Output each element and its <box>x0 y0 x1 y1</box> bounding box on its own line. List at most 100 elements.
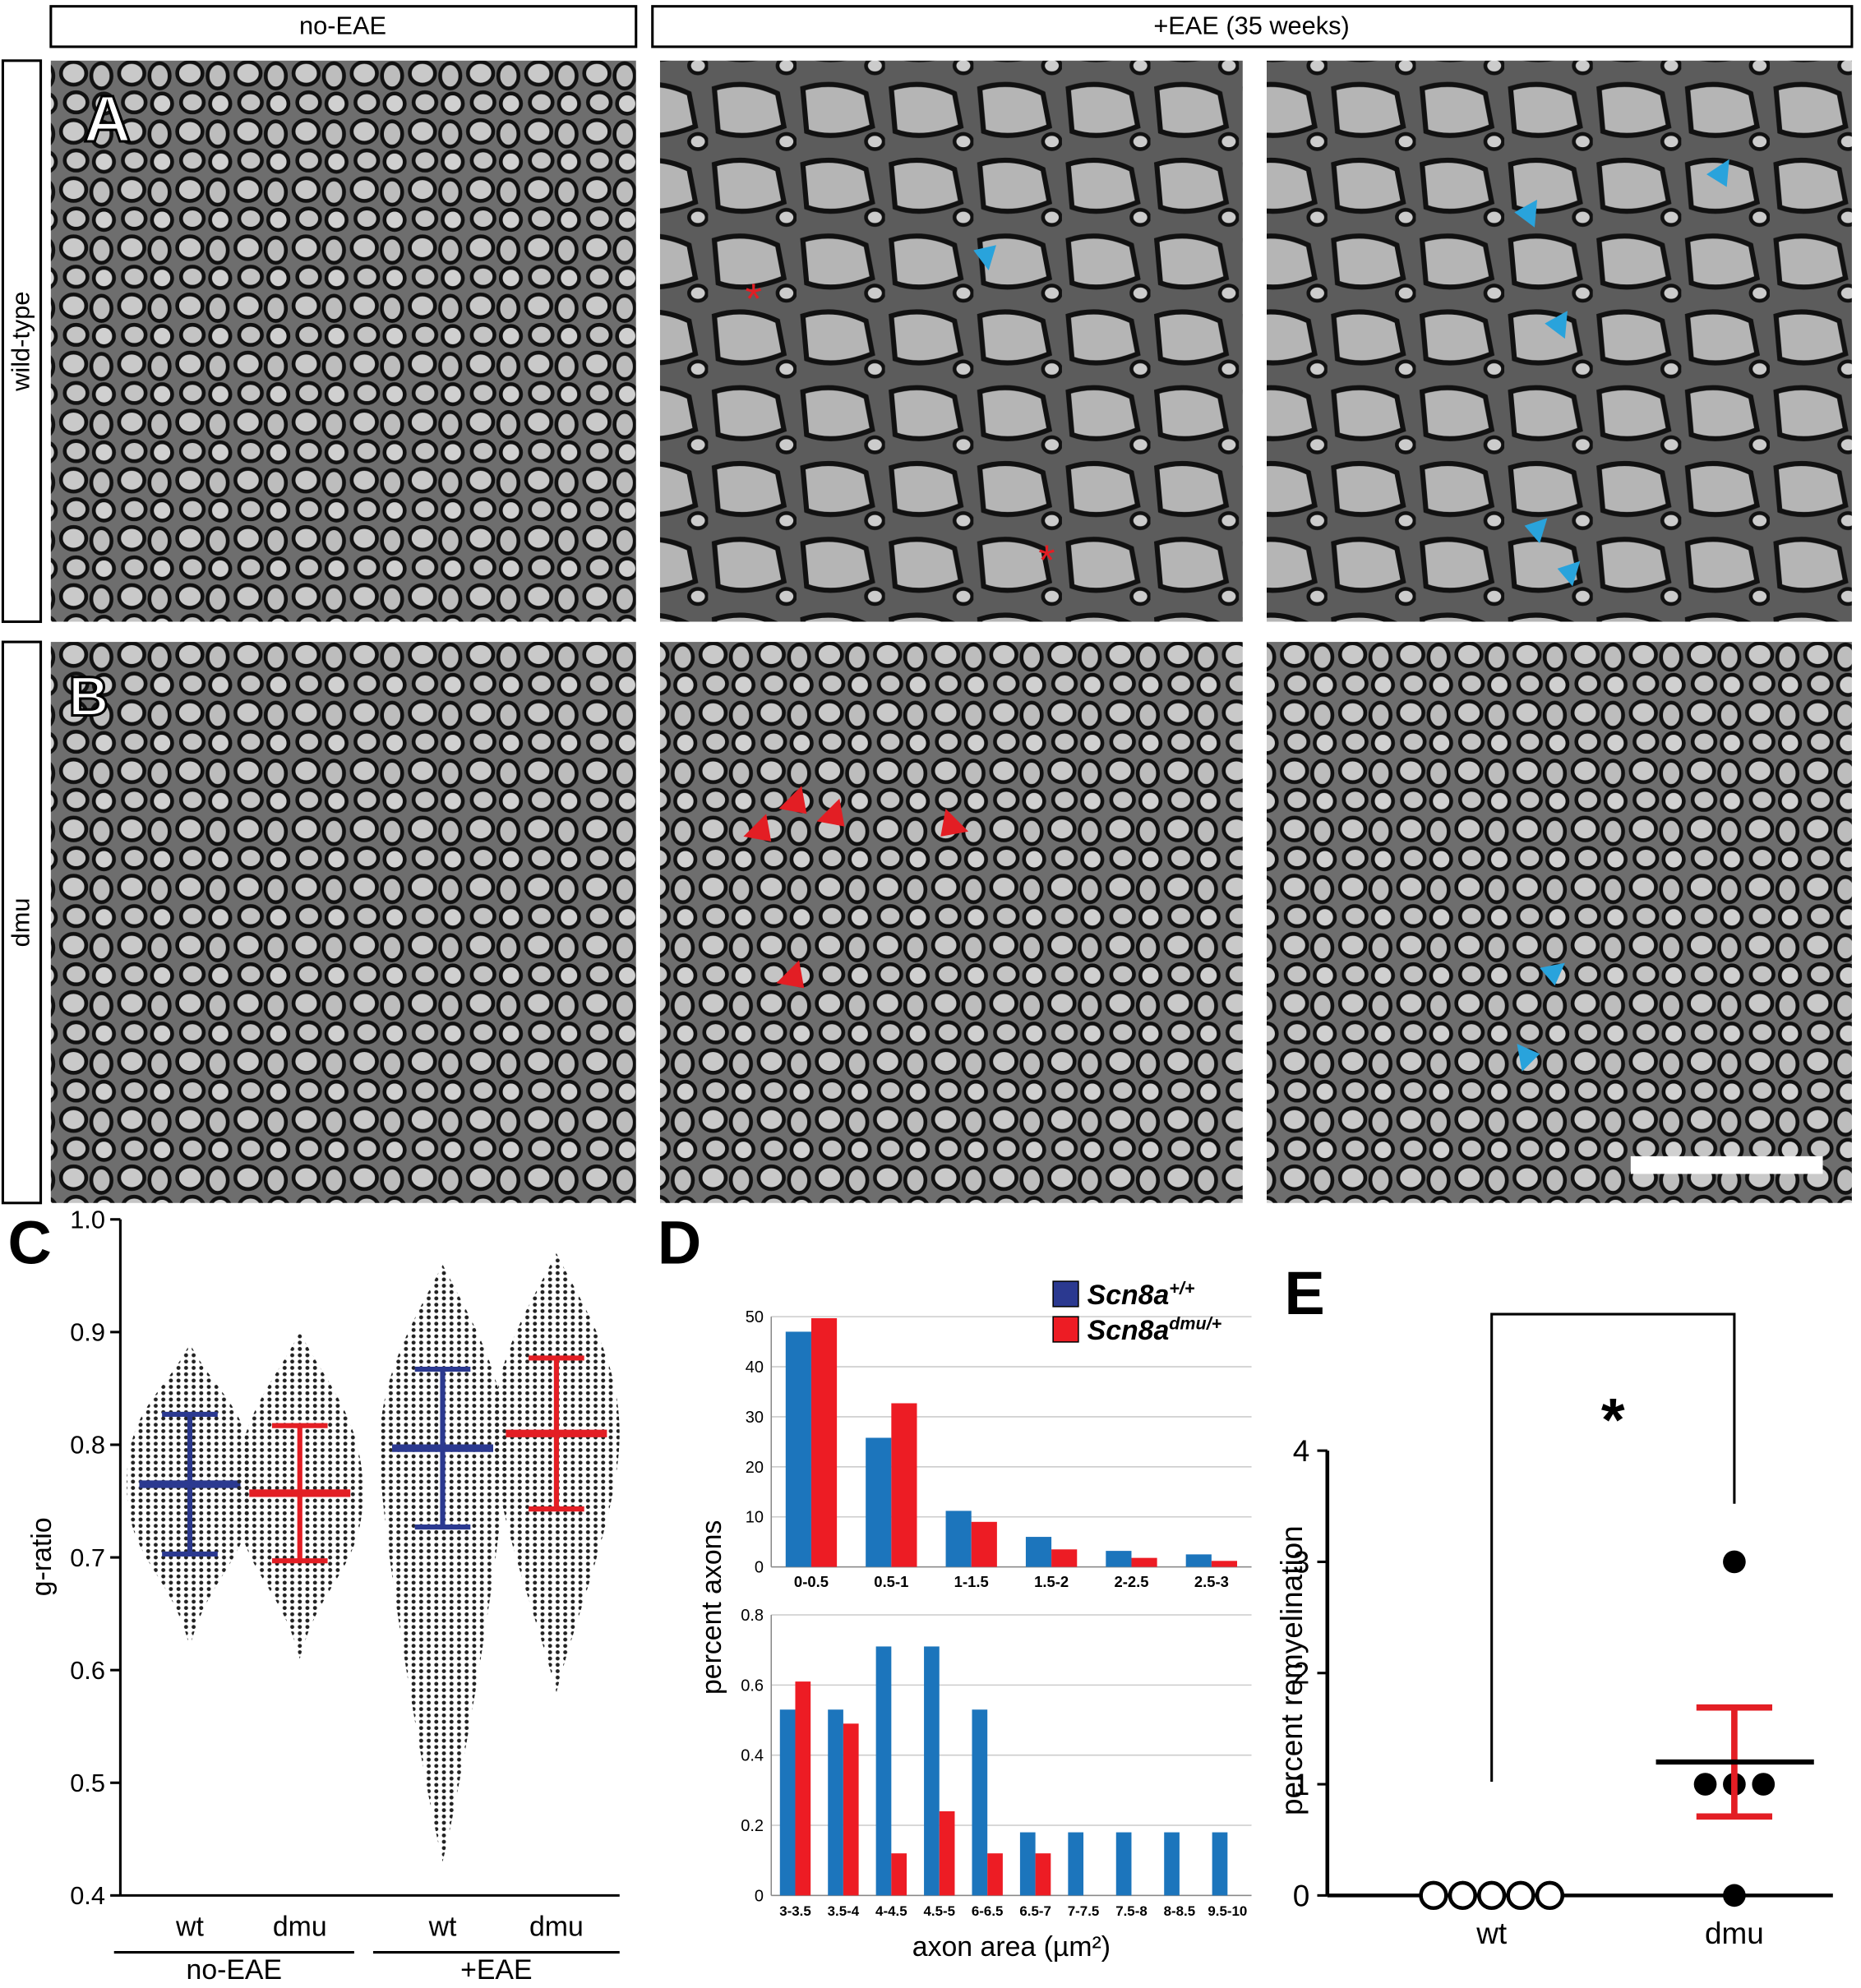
bar <box>1164 1832 1180 1896</box>
x-tick-label: 3.5-4 <box>828 1903 860 1919</box>
x-tick-label: dmu <box>529 1912 584 1943</box>
row-box <box>1 640 43 1205</box>
bar <box>1035 1853 1051 1896</box>
y-tick-label: 20 <box>746 1459 764 1477</box>
micrographs: * * A B <box>50 60 1852 1203</box>
data-point <box>1723 1884 1746 1907</box>
data-point <box>1723 1550 1746 1574</box>
red-arrowheads <box>743 786 969 989</box>
y-tick-label: 0.8 <box>741 1607 764 1625</box>
legend-swatch <box>1052 1280 1079 1308</box>
legend-name: Scn8a <box>1088 1280 1170 1311</box>
x-tick-label: 1.5-2 <box>1034 1573 1069 1590</box>
x-tick-label: 1-1.5 <box>954 1573 989 1590</box>
significance-star: * <box>1601 1386 1625 1454</box>
bar <box>1212 1832 1228 1896</box>
x-tick-label: 8-8.5 <box>1164 1903 1196 1919</box>
header-label: +EAE (35 weeks) <box>1153 12 1349 40</box>
data-point <box>1477 1880 1507 1911</box>
y-tick-label: 0.2 <box>741 1817 764 1835</box>
micrograph <box>1266 642 1852 1203</box>
bar <box>779 1709 796 1896</box>
significance-bracket <box>1490 1312 1736 1782</box>
bar <box>1115 1832 1132 1896</box>
bar <box>843 1723 859 1896</box>
legend-label: Scn8a+/+ <box>1088 1278 1195 1310</box>
data-point <box>1448 1880 1478 1911</box>
g-ratio-cloud <box>379 1264 506 1862</box>
panel-letter: E <box>1285 1259 1325 1327</box>
y-tick-label: 0 <box>755 1887 764 1905</box>
y-axis-label: percent axons <box>696 1520 727 1695</box>
row-label: dmu <box>7 898 35 948</box>
bar <box>875 1646 892 1896</box>
bar <box>1068 1832 1084 1896</box>
row-label: wild-type <box>7 291 35 391</box>
y-tick-label: 0.5 <box>70 1769 105 1797</box>
header: no-EAE +EAE (35 weeks) wild-type dmu <box>1 5 1854 1205</box>
scale-bar <box>1630 1155 1823 1174</box>
bar <box>891 1853 907 1896</box>
y-tick-label: 0 <box>755 1559 764 1577</box>
panel-letter: D <box>658 1209 701 1277</box>
bar <box>810 1317 838 1567</box>
y-tick-label: 4 <box>1293 1434 1310 1468</box>
x-tick-label: 6.5-7 <box>1019 1903 1051 1919</box>
y-tick-label: 30 <box>746 1409 764 1427</box>
panel-letter: B <box>68 666 109 727</box>
y-tick-label: 0 <box>1293 1879 1310 1912</box>
data-point <box>1506 1880 1535 1911</box>
x-tick-label: wt <box>175 1912 204 1943</box>
x-tick-label: dmu <box>273 1912 327 1943</box>
y-tick-label: 2 <box>1293 1657 1310 1690</box>
micrograph <box>659 60 1243 622</box>
micrograph <box>50 60 636 622</box>
x-tick-label: 9.5-10 <box>1208 1903 1247 1919</box>
y-tick-label: 0.9 <box>70 1318 105 1347</box>
bar <box>1019 1832 1036 1896</box>
x-tick-label: wt <box>1475 1917 1507 1950</box>
bar <box>795 1681 811 1896</box>
legend-label: Scn8admu/+ <box>1088 1314 1222 1346</box>
y-tick-label: 0.4 <box>741 1747 764 1765</box>
x-tick-label: wt <box>428 1912 457 1943</box>
micrograph <box>659 642 1243 1203</box>
x-tick-label: 4.5-5 <box>923 1903 955 1919</box>
asterisk-marker: * <box>746 275 762 323</box>
x-tick-label: 2.5-3 <box>1194 1573 1229 1590</box>
data-point <box>1535 1880 1565 1911</box>
legend-name: Scn8a <box>1088 1315 1170 1346</box>
y-tick-label: 0.8 <box>70 1431 105 1460</box>
legend-swatch <box>1052 1316 1079 1343</box>
x-axis-label: axon area (µm²) <box>912 1931 1111 1963</box>
bar <box>1051 1549 1078 1567</box>
y-tick-label: 0.6 <box>70 1656 105 1685</box>
y-axis-label: g-ratio <box>26 1517 58 1596</box>
bar <box>972 1709 988 1896</box>
legend-superscript: +/+ <box>1169 1278 1195 1298</box>
bar <box>924 1646 940 1896</box>
y-tick-label: 40 <box>746 1358 764 1377</box>
panel-letter: C <box>8 1209 52 1277</box>
bar <box>1025 1537 1052 1567</box>
y-tick-label: 10 <box>746 1509 764 1527</box>
x-tick-label: 7.5-8 <box>1115 1903 1148 1919</box>
y-tick-label: 3 <box>1293 1545 1310 1579</box>
blue-arrowheads <box>973 159 1729 1072</box>
x-tick-label: 4-4.5 <box>875 1903 907 1919</box>
x-tick-label: 0.5-1 <box>874 1573 908 1590</box>
bar <box>828 1709 843 1896</box>
x-tick-label: 6-6.5 <box>972 1903 1004 1919</box>
bar <box>987 1853 1003 1896</box>
header-box <box>651 5 1854 48</box>
micrograph <box>1266 60 1852 622</box>
bar <box>891 1403 917 1567</box>
header-label: no-EAE <box>299 12 386 40</box>
bar <box>866 1437 892 1567</box>
bar <box>785 1331 811 1567</box>
bar <box>1211 1561 1238 1567</box>
x-tick-label: dmu <box>1705 1917 1764 1950</box>
y-tick-label: 0.7 <box>70 1543 105 1572</box>
group-label: +EAE <box>460 1954 532 1984</box>
micrograph <box>50 642 636 1203</box>
